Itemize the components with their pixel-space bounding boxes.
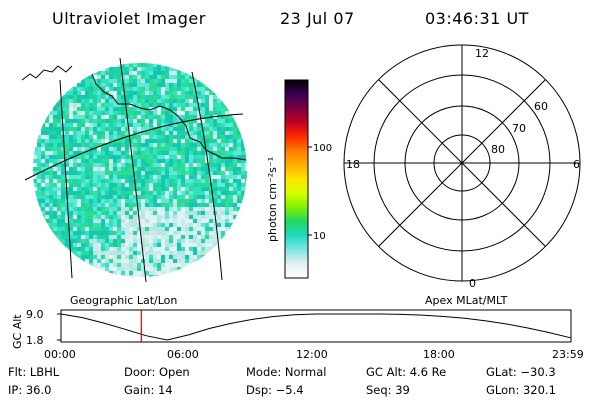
polar-label-dusk: 18 bbox=[346, 158, 360, 171]
status-readout: Flt: LBHL Door: Open Mode: Normal GC Alt… bbox=[8, 365, 556, 397]
color-scale-tick-10: 10 bbox=[313, 231, 326, 242]
coastline-north bbox=[21, 65, 73, 81]
instrument-title: Ultraviolet Imager bbox=[52, 9, 206, 28]
status-filter: Flt: LBHL bbox=[8, 365, 60, 379]
observation-time: 03:46:31 UT bbox=[425, 9, 529, 28]
status-door: Door: Open bbox=[124, 365, 190, 379]
status-seq: Seq: 39 bbox=[366, 383, 410, 397]
globe-grid-lines bbox=[24, 57, 244, 283]
meridian-1 bbox=[59, 79, 73, 279]
polar-caption: Apex MLat/MLT bbox=[425, 294, 508, 307]
color-scale-unit-label: photon cm⁻²s⁻¹ bbox=[266, 157, 279, 242]
status-glon: GLon: 320.1 bbox=[486, 383, 556, 397]
status-mode: Mode: Normal bbox=[246, 365, 326, 379]
color-scale-tick-100: 100 bbox=[313, 143, 332, 154]
color-scale-gradient bbox=[284, 79, 309, 279]
globe-coastline-overlay bbox=[21, 65, 247, 161]
parallel-1 bbox=[24, 113, 244, 181]
meridian-3 bbox=[191, 71, 223, 281]
altitude-curve bbox=[60, 313, 571, 341]
timeline-xtick-00: 00:00 bbox=[44, 348, 76, 361]
globe-caption: Geographic Lat/Lon bbox=[70, 294, 177, 307]
timeline-xtick-06: 06:00 bbox=[167, 348, 199, 361]
timeline-frame bbox=[60, 309, 572, 343]
status-glat: GLat: −30.3 bbox=[486, 365, 556, 379]
auroral-globe-image bbox=[21, 57, 247, 283]
status-ip: IP: 36.0 bbox=[8, 383, 51, 397]
coastline-east bbox=[91, 73, 247, 161]
meridian-2 bbox=[119, 57, 147, 283]
timeline-ytick-9: 9.0 bbox=[26, 308, 44, 321]
timeline-ylabel: GC Alt bbox=[11, 314, 24, 349]
status-gain: Gain: 14 bbox=[124, 383, 173, 397]
polar-label-80: 80 bbox=[491, 143, 505, 156]
polar-mlt-plot bbox=[343, 44, 581, 282]
status-dsp: Dsp: −5.4 bbox=[246, 383, 304, 397]
polar-diagonal-2 bbox=[378, 79, 546, 247]
timeline-xtick-2359: 23:59 bbox=[552, 348, 584, 361]
altitude-timeline: GC Alt 9.0 1.8 00:00 06:00 12:00 18:00 2… bbox=[11, 308, 584, 361]
polar-label-dawn: 6 bbox=[573, 158, 580, 171]
timeline-ytick-1-8: 1.8 bbox=[26, 334, 44, 347]
polar-labels: 12 0 18 6 60 70 80 bbox=[346, 47, 580, 290]
observation-date: 23 Jul 07 bbox=[280, 9, 355, 28]
color-scale-bar: 100 10 photon cm⁻²s⁻¹ bbox=[266, 79, 332, 279]
polar-label-70: 70 bbox=[512, 122, 526, 135]
timeline-xtick-18: 18:00 bbox=[423, 348, 455, 361]
polar-label-60: 60 bbox=[534, 100, 548, 113]
timeline-xtick-12: 12:00 bbox=[296, 348, 328, 361]
status-gc-alt: GC Alt: 4.6 Re bbox=[366, 365, 446, 379]
polar-label-noon: 12 bbox=[475, 47, 489, 60]
polar-label-midnight: 0 bbox=[469, 277, 476, 290]
